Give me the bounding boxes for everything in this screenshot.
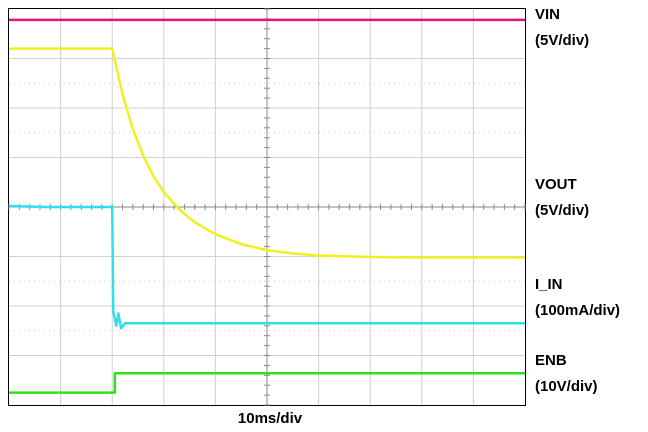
enb-label: ENB (10V/div): [535, 352, 598, 396]
iin-scale: (100mA/div): [535, 302, 621, 319]
iin-name: I_IN: [535, 276, 563, 293]
iin-label: I_IN (100mA/div): [535, 276, 620, 320]
grid: [8, 8, 526, 406]
vin-name: VIN: [535, 6, 561, 23]
vout-name: VOUT: [535, 176, 577, 193]
enb-name: ENB: [535, 352, 567, 369]
vout-label: VOUT (5V/div): [535, 176, 589, 220]
traces: [8, 18, 525, 394]
trace-i-in: [8, 204, 525, 330]
vout-scale: (5V/div): [535, 202, 590, 219]
vin-scale: (5V/div): [535, 32, 590, 49]
x-axis-label: 10ms/div: [237, 410, 303, 427]
enb-scale: (10V/div): [535, 378, 598, 395]
trace-enb: [9, 372, 525, 394]
vin-label: VIN (5V/div): [535, 6, 589, 50]
trace-vout: [9, 47, 525, 259]
